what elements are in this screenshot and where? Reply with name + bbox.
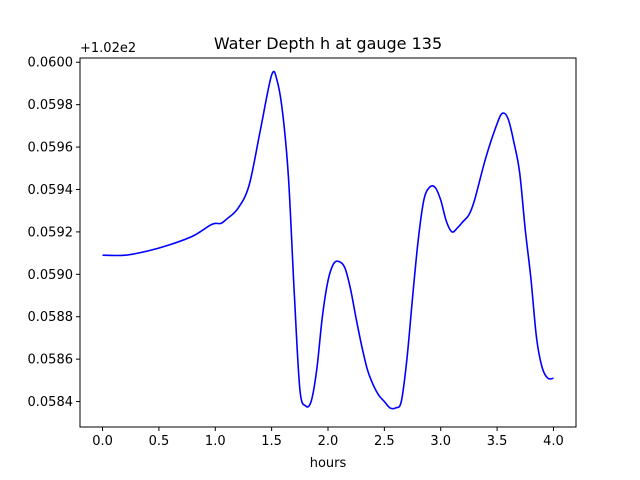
x-tick-label: 2.0 (318, 434, 339, 449)
x-tick-label: 0.0 (92, 434, 113, 449)
chart-title: Water Depth h at gauge 135 (214, 34, 442, 53)
y-tick-label: 0.0594 (28, 183, 74, 198)
x-tick-label: 4.0 (543, 434, 564, 449)
series-layer (102, 70, 554, 410)
x-tick-label: 3.5 (487, 434, 508, 449)
water-depth-series-line (102, 70, 554, 410)
y-axis-ticks: 0.0584 0.0586 0.0588 0.0590 0.0592 0.0594 0.05… (28, 56, 80, 410)
y-tick-label: 0.0600 (28, 56, 74, 71)
x-tick-label: 0.5 (149, 434, 170, 449)
x-axis-ticks: 0.0 0.5 1.0 1.5 2.0 2.5 3.0 3.5 4.0 (92, 427, 564, 449)
x-tick-label: 2.5 (374, 434, 395, 449)
x-tick-label: 3.0 (430, 434, 451, 449)
y-tick-label: 0.0590 (28, 268, 74, 283)
y-tick-label: 0.0598 (28, 98, 74, 113)
y-tick-label: 0.0584 (28, 395, 74, 410)
x-axis-label: hours (310, 456, 347, 471)
plot-area-frame (79, 57, 577, 428)
y-tick-label: 0.0592 (28, 225, 74, 240)
x-tick-label: 1.0 (205, 434, 226, 449)
y-axis-offset-label: +1.02e2 (80, 41, 136, 56)
y-tick-label: 0.0596 (28, 141, 74, 156)
y-tick-label: 0.0586 (28, 353, 74, 368)
x-tick-label: 1.5 (261, 434, 282, 449)
y-tick-label: 0.0588 (28, 310, 74, 325)
